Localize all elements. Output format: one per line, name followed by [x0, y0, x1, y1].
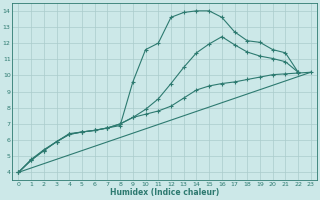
X-axis label: Humidex (Indice chaleur): Humidex (Indice chaleur) [110, 188, 219, 197]
